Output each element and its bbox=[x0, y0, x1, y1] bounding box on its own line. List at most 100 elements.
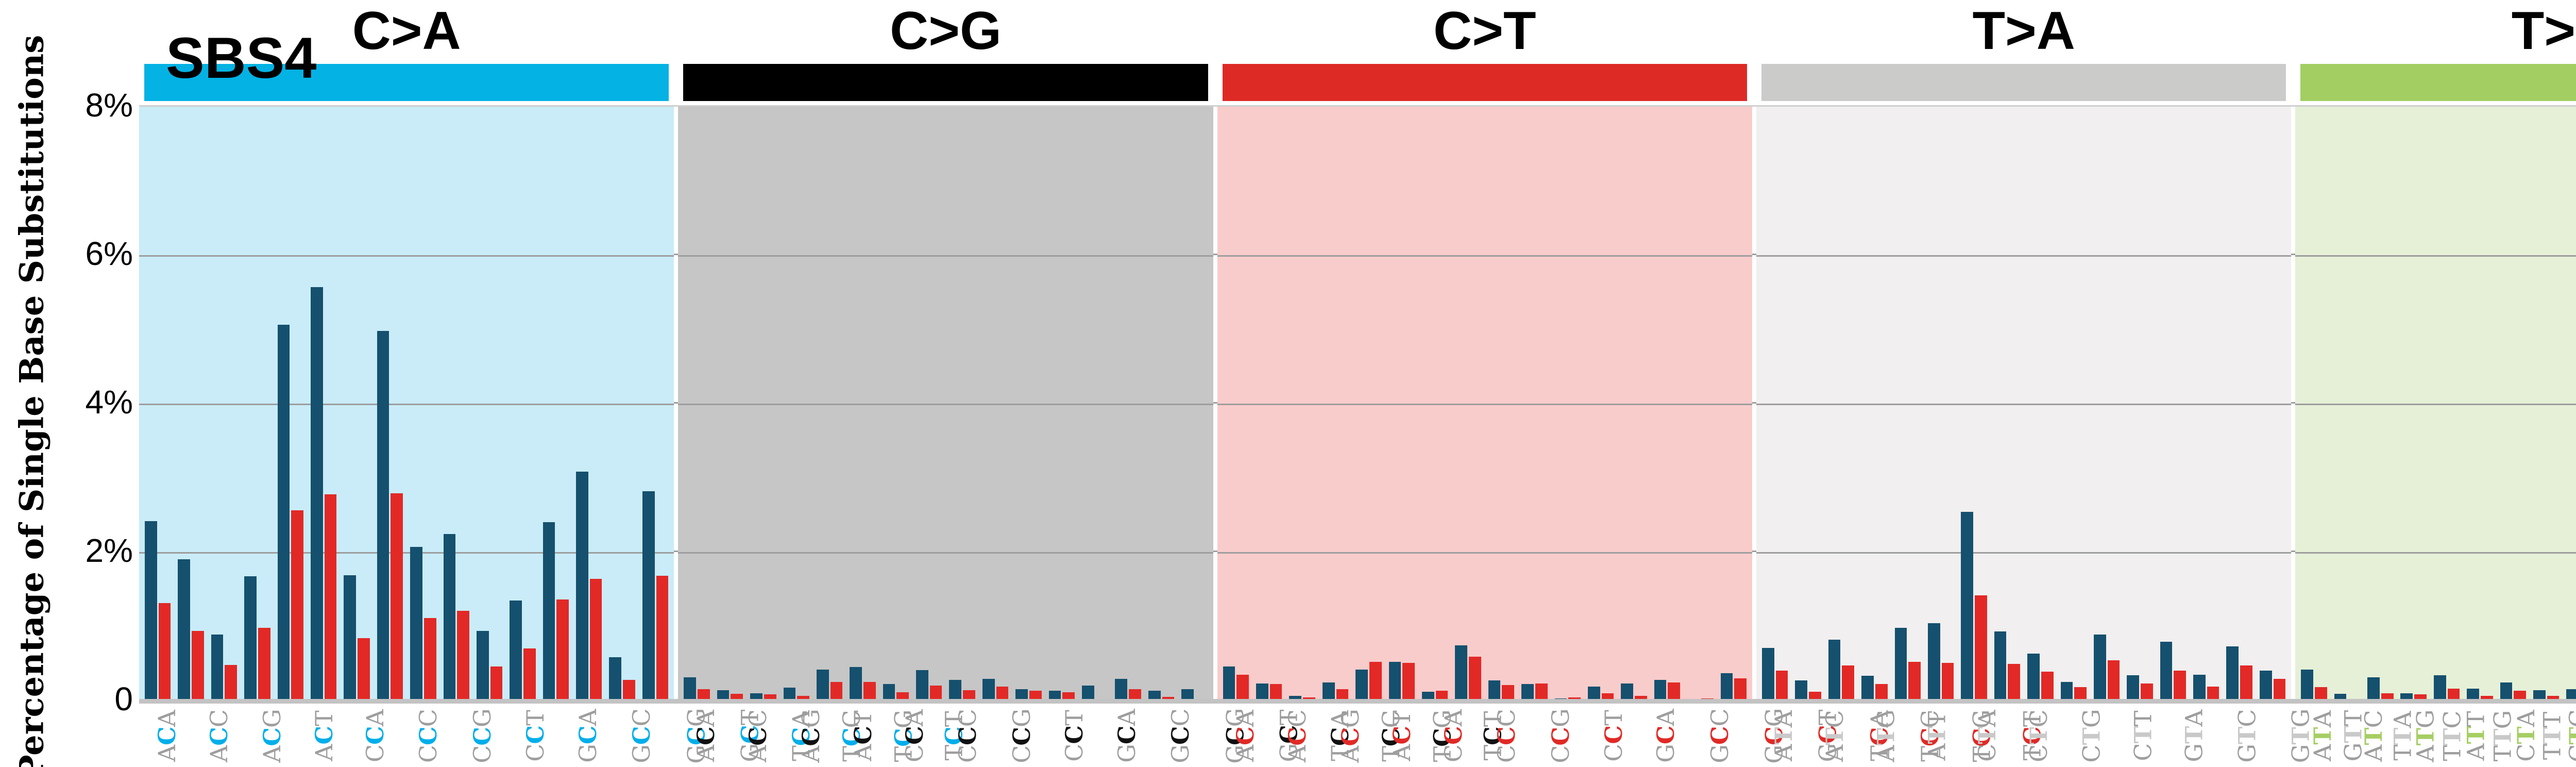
bar-transcribed-ttt bbox=[2259, 671, 2272, 701]
bar-untranscribed-cct bbox=[391, 493, 403, 701]
x-label-ctt: CTT bbox=[2118, 705, 2168, 767]
bar-group-cca bbox=[813, 107, 846, 701]
bar-transcribed-att bbox=[2400, 693, 2413, 701]
bar-untranscribed-ata bbox=[1775, 671, 1788, 701]
bar-group-cct bbox=[912, 107, 945, 701]
bar-transcribed-tcc bbox=[576, 472, 588, 701]
y-tick-0: 0 bbox=[114, 680, 133, 718]
x-label-ccc: CCC bbox=[1480, 705, 1533, 767]
x-label-att: ATT bbox=[1912, 705, 1961, 767]
trinucleotide-label: CTT bbox=[2129, 711, 2157, 761]
x-label-cta: CTA bbox=[1961, 705, 2013, 767]
bar-untranscribed-aca bbox=[698, 689, 710, 701]
gridline bbox=[1217, 255, 1752, 257]
x-label-acc: ACC bbox=[193, 705, 245, 767]
section-band-c-to-g bbox=[683, 64, 1208, 101]
bar-transcribed-ccg bbox=[344, 575, 357, 701]
bar-untranscribed-tcc bbox=[1668, 682, 1681, 701]
x-label-acg: ACG bbox=[245, 705, 299, 767]
section-band-t-to-a bbox=[1761, 64, 2286, 101]
x-label-cta: CTA bbox=[2500, 705, 2552, 767]
x-label-cct: CCT bbox=[510, 705, 561, 767]
trinucleotide-label: ATC bbox=[2359, 710, 2387, 762]
bar-untranscribed-gtg bbox=[2107, 660, 2120, 701]
bar-transcribed-acc bbox=[717, 690, 730, 701]
bar-untranscribed-gca bbox=[1502, 685, 1515, 701]
bar-group-ctc bbox=[2463, 107, 2496, 701]
bar-untranscribed-acg bbox=[225, 664, 238, 701]
bar-transcribed-cta bbox=[2433, 675, 2446, 701]
bar-group-gct bbox=[1584, 107, 1617, 701]
bar-untranscribed-acg bbox=[764, 694, 776, 701]
bar-group-ccc bbox=[846, 107, 879, 701]
bar-group-gta bbox=[2563, 107, 2576, 701]
bar-transcribed-tct bbox=[1720, 673, 1733, 701]
x-label-att: ATT bbox=[2451, 705, 2500, 767]
trinucleotide-label: CCC bbox=[953, 709, 981, 763]
bar-transcribed-gcc bbox=[1521, 684, 1534, 701]
x-labels-c-to-a: ACA ACC ACG ACT CCA CCC CCG CCT GCA GCC GCG GCT TCA T… bbox=[139, 705, 968, 767]
bar-group-cct bbox=[374, 107, 406, 701]
bar-group-ccg bbox=[1418, 107, 1451, 701]
section-band-t-to-c bbox=[2300, 64, 2576, 101]
x-label-acc: ACC bbox=[1271, 705, 1324, 767]
bar-transcribed-atg bbox=[1828, 639, 1841, 701]
bar-group-acg bbox=[1285, 107, 1318, 701]
x-label-act: ACT bbox=[299, 705, 349, 767]
trinucleotide-label: ATT bbox=[2462, 711, 2490, 761]
bar-untranscribed-gta bbox=[2041, 671, 2054, 701]
gridline bbox=[1756, 255, 2292, 257]
bar-transcribed-atc bbox=[2334, 693, 2347, 701]
bar-transcribed-acg bbox=[750, 693, 762, 701]
section-t-to-a: T>A ATA ATC ATG ATT CTA CTC CTG CTT GTA GTC GTG GTT T… bbox=[1756, 0, 2566, 767]
bar-untranscribed-ttt bbox=[2273, 679, 2286, 701]
x-label-ccg: CCG bbox=[455, 705, 510, 767]
section-title-c-to-g: C>G bbox=[890, 1, 1002, 61]
bar-transcribed-tca bbox=[543, 522, 555, 701]
bar-untranscribed-tct bbox=[656, 576, 669, 701]
x-label-gcc: GCC bbox=[1692, 705, 1747, 767]
bar-untranscribed-gcc bbox=[1535, 683, 1548, 701]
trinucleotide-label: ACT bbox=[849, 711, 877, 761]
gridline bbox=[2295, 404, 2576, 405]
x-label-gca: GCA bbox=[561, 705, 615, 767]
trinucleotide-label: CCG bbox=[1007, 709, 1036, 763]
trinucleotide-label: ACC bbox=[744, 709, 772, 763]
bar-transcribed-tca bbox=[1621, 683, 1634, 701]
bar-untranscribed-ccg bbox=[896, 692, 909, 701]
bar-transcribed-tct bbox=[1181, 689, 1194, 701]
trinucleotide-label: GCC bbox=[627, 709, 655, 763]
bar-untranscribed-ccc bbox=[324, 494, 337, 701]
bar-group-tca bbox=[1078, 107, 1111, 701]
bar-transcribed-gct bbox=[1587, 686, 1600, 701]
x-label-ccg: CCG bbox=[1533, 705, 1588, 767]
bar-transcribed-gca bbox=[410, 546, 422, 701]
x-label-ata: ATA bbox=[2297, 705, 2348, 767]
trinucleotide-label: ATC bbox=[1820, 710, 1849, 762]
bar-transcribed-tcc bbox=[1115, 679, 1128, 701]
bar-group-acg bbox=[208, 107, 241, 701]
bar-group-ctg bbox=[1957, 107, 1990, 701]
x-labels-c-to-g: ACA ACC ACG ACT CCA CCC CCG CCT GCA GCC GCG GCT TCA T… bbox=[678, 705, 1506, 767]
trinucleotide-label: ACG bbox=[797, 709, 825, 763]
bar-untranscribed-gcg bbox=[1029, 691, 1042, 701]
trinucleotide-label: GCA bbox=[573, 709, 602, 763]
bar-untranscribed-gcg bbox=[490, 666, 503, 701]
bar-transcribed-acg bbox=[1289, 696, 1302, 701]
bar-transcribed-gtc bbox=[2060, 681, 2073, 701]
bar-transcribed-tta bbox=[2160, 642, 2173, 701]
bar-group-ccc bbox=[1385, 107, 1418, 701]
trinucleotide-label: ACT bbox=[1388, 711, 1416, 761]
trinucleotide-label: CTC bbox=[2025, 710, 2053, 762]
bar-transcribed-aca bbox=[1223, 666, 1235, 701]
bar-untranscribed-ttc bbox=[2207, 686, 2219, 701]
trinucleotide-label: CCT bbox=[1599, 710, 1628, 762]
gridline bbox=[2295, 552, 2576, 554]
bar-transcribed-ccc bbox=[850, 667, 862, 701]
bar-untranscribed-gct bbox=[523, 648, 536, 701]
bar-untranscribed-act bbox=[258, 627, 270, 701]
bar-group-gcc bbox=[979, 107, 1012, 701]
x-labels-c-to-t: ACA ACC ACG ACT CCA CCC CCG CCT GCA GCC GCG GCT TCA T… bbox=[1217, 705, 2046, 767]
bar-untranscribed-cta bbox=[1908, 662, 1921, 701]
